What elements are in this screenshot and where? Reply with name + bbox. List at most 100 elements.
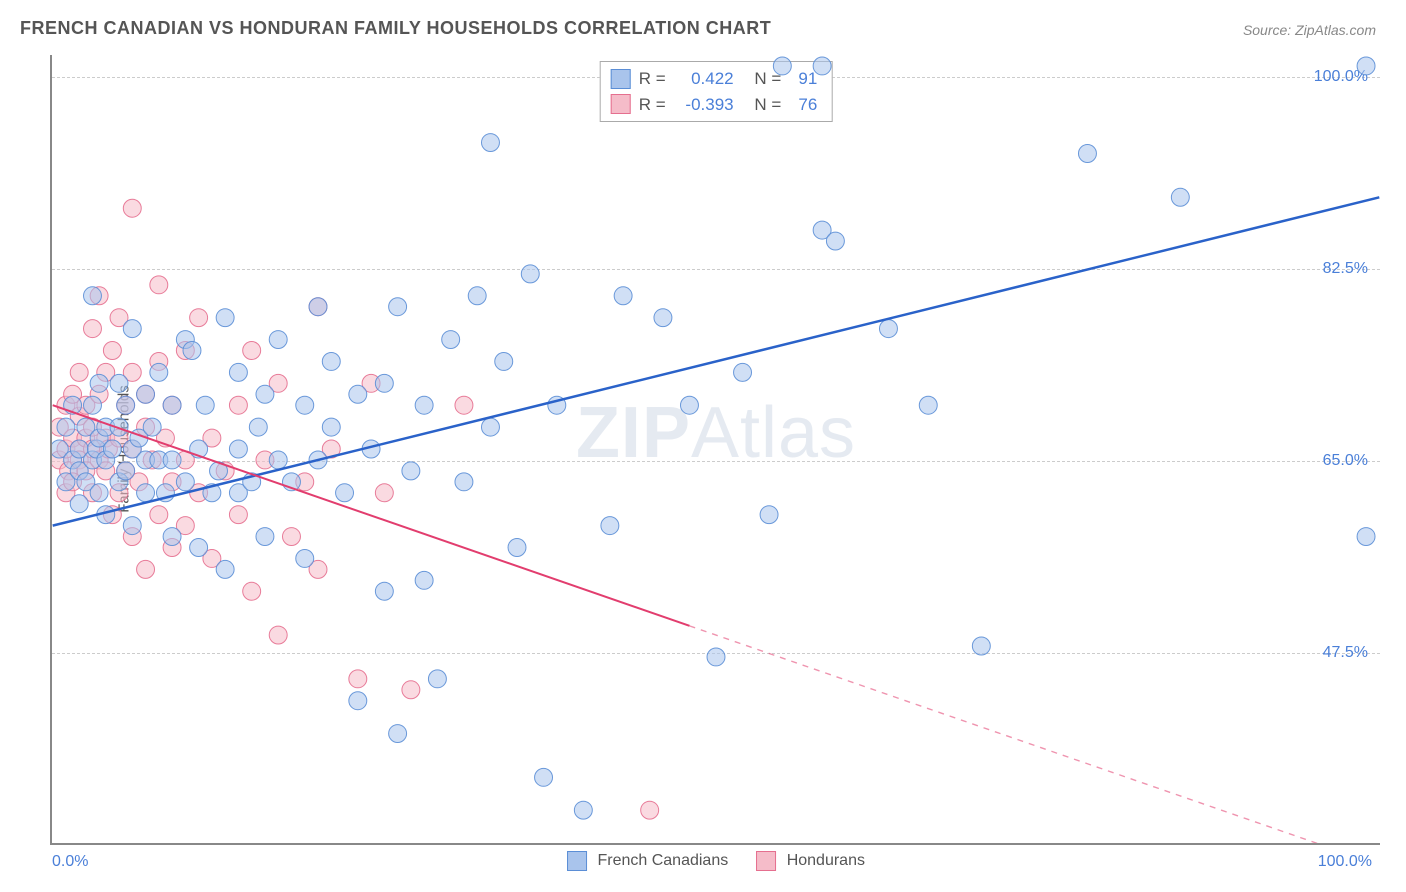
scatter-point xyxy=(322,418,340,436)
scatter-point xyxy=(97,429,115,447)
scatter-point xyxy=(296,396,314,414)
legend-label: Hondurans xyxy=(787,852,865,869)
scatter-point xyxy=(879,320,897,338)
scatter-point xyxy=(375,484,393,502)
scatter-point xyxy=(243,342,261,360)
scatter-point xyxy=(110,309,128,327)
scatter-point xyxy=(1357,528,1375,546)
scatter-point xyxy=(52,418,68,436)
scatter-point xyxy=(60,462,78,480)
scatter-point xyxy=(216,462,234,480)
scatter-point xyxy=(229,396,247,414)
scatter-point xyxy=(97,418,115,436)
x-tick-min: 0.0% xyxy=(52,853,88,871)
gridline xyxy=(52,461,1380,462)
scatter-point xyxy=(97,462,115,480)
gridline xyxy=(52,653,1380,654)
scatter-point xyxy=(216,309,234,327)
scatter-point xyxy=(468,287,486,305)
scatter-point xyxy=(87,440,105,458)
scatter-point xyxy=(309,451,327,469)
scatter-point xyxy=(84,440,102,458)
scatter-point xyxy=(90,451,108,469)
scatter-point xyxy=(176,331,194,349)
scatter-point xyxy=(249,418,267,436)
legend-swatch xyxy=(611,69,631,89)
scatter-point xyxy=(415,396,433,414)
scatter-point xyxy=(495,352,513,370)
r-value: -0.393 xyxy=(674,92,734,118)
scatter-point xyxy=(481,418,499,436)
scatter-point xyxy=(229,484,247,502)
scatter-point xyxy=(64,396,82,414)
legend-swatch xyxy=(611,94,631,114)
scatter-point xyxy=(103,342,121,360)
scatter-point xyxy=(70,440,88,458)
scatter-point xyxy=(84,418,102,436)
n-label: N = xyxy=(754,92,781,118)
scatter-point xyxy=(442,331,460,349)
legend-swatch xyxy=(756,851,776,871)
scatter-point xyxy=(322,352,340,370)
scatter-point xyxy=(70,407,88,425)
scatter-point xyxy=(813,221,831,239)
scatter-point xyxy=(57,440,75,458)
scatter-point xyxy=(734,363,752,381)
scatter-point xyxy=(375,374,393,392)
n-label: N = xyxy=(754,66,781,92)
y-tick-label: 82.5% xyxy=(1323,260,1368,278)
scatter-point xyxy=(84,396,102,414)
scatter-point xyxy=(52,451,68,469)
scatter-point xyxy=(196,396,214,414)
scatter-point xyxy=(97,363,115,381)
scatter-point xyxy=(176,473,194,491)
scatter-point xyxy=(57,396,75,414)
scatter-point xyxy=(130,429,148,447)
scatter-point xyxy=(64,473,82,491)
scatter-point xyxy=(203,484,221,502)
scatter-point xyxy=(84,484,102,502)
scatter-point xyxy=(229,363,247,381)
scatter-point xyxy=(707,648,725,666)
r-label: R = xyxy=(639,66,666,92)
scatter-point xyxy=(826,232,844,250)
scatter-point xyxy=(90,385,108,403)
scatter-point xyxy=(150,363,168,381)
scatter-point xyxy=(389,725,407,743)
scatter-point xyxy=(123,528,141,546)
legend-row: R = -0.393 N = 76 xyxy=(611,92,818,118)
scatter-point xyxy=(77,418,95,436)
scatter-point xyxy=(269,374,287,392)
scatter-point xyxy=(57,418,75,436)
scatter-point xyxy=(256,385,274,403)
scatter-point xyxy=(97,451,115,469)
scatter-point xyxy=(163,539,181,557)
gridline xyxy=(52,269,1380,270)
scatter-point xyxy=(336,484,354,502)
scatter-point xyxy=(1171,188,1189,206)
scatter-point xyxy=(1078,145,1096,163)
r-label: R = xyxy=(639,92,666,118)
scatter-point xyxy=(70,440,88,458)
legend-item: Hondurans xyxy=(756,851,865,871)
scatter-point xyxy=(508,539,526,557)
scatter-point xyxy=(521,265,539,283)
scatter-point xyxy=(614,287,632,305)
scatter-point xyxy=(349,385,367,403)
scatter-point xyxy=(84,287,102,305)
scatter-point xyxy=(229,440,247,458)
scatter-point xyxy=(203,549,221,567)
scatter-point xyxy=(309,298,327,316)
scatter-point xyxy=(243,473,261,491)
n-value: 91 xyxy=(789,66,817,92)
scatter-point xyxy=(150,276,168,294)
scatter-point xyxy=(163,396,181,414)
trend-line xyxy=(53,405,690,626)
scatter-point xyxy=(150,506,168,524)
scatter-point xyxy=(535,768,553,786)
scatter-point xyxy=(123,517,141,535)
scatter-point xyxy=(190,484,208,502)
scatter-point xyxy=(548,396,566,414)
scatter-point xyxy=(90,287,108,305)
scatter-point xyxy=(137,418,155,436)
